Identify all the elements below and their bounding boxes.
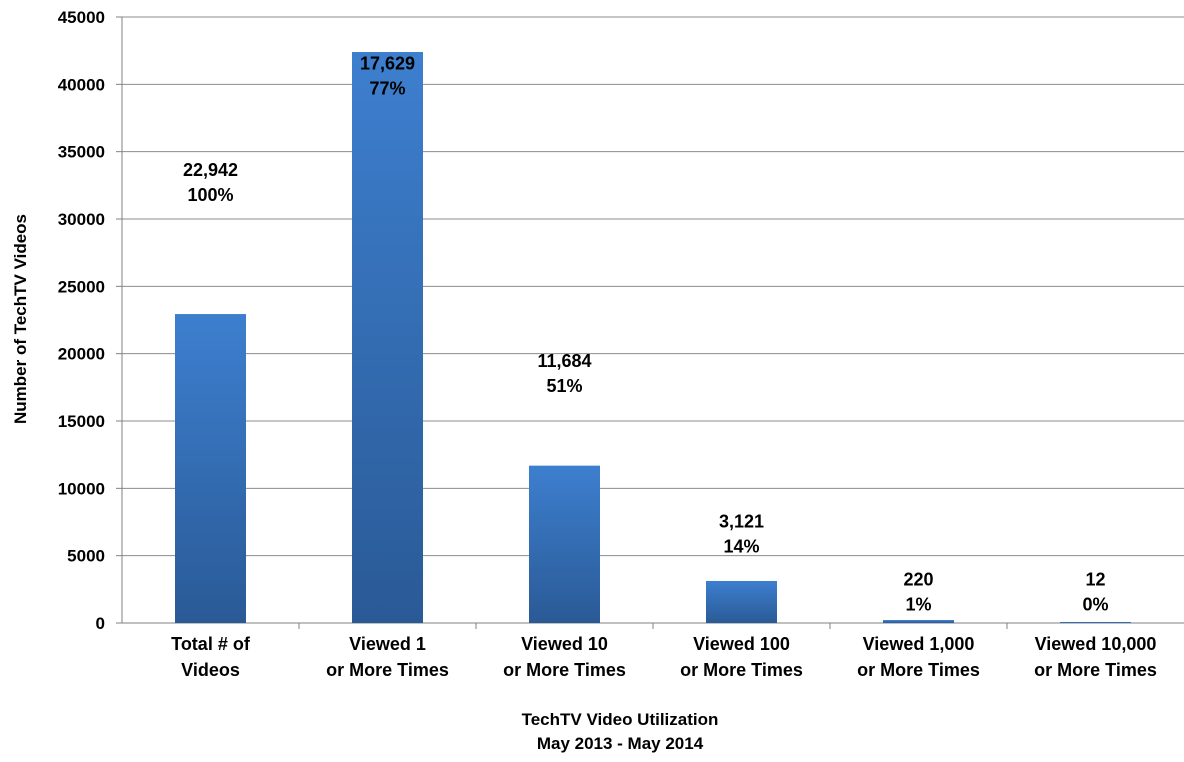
y-tick-label: 0 [96,614,105,633]
data-labels: 22,942 100% 17,629 77% 11,684 51% 3,121 14% 220 1… [183,54,1109,615]
data-label: 220 [903,569,933,589]
bar [352,52,423,624]
data-label: 12 [1085,569,1105,589]
bar [1060,622,1131,623]
data-label: 22,942 [183,160,238,180]
bar [175,314,246,623]
bar [706,580,777,623]
chart-title: TechTV Video Utilization May 2013 - May … [522,710,719,753]
y-tick-label: 30000 [58,210,105,229]
y-tick-labels: 0 5000 10000 15000 20000 25000 30000 35000 40000… [58,8,105,633]
y-tick-label: 35000 [58,143,105,162]
x-category-label: Videos [181,660,240,680]
data-label: 77% [369,79,405,99]
chart-title-line-1: TechTV Video Utilization [522,710,719,729]
y-tick-label: 45000 [58,8,105,27]
bars [175,52,1131,624]
y-tick-label: 5000 [67,547,105,566]
data-label: 17,629 [360,54,415,74]
chart-title-line-2: May 2013 - May 2014 [537,734,704,753]
x-category-label: Viewed 1,000 [863,634,975,654]
gridlines [122,16,1184,557]
x-category-label: Viewed 1 [349,634,426,654]
data-label: 14% [723,536,759,556]
data-label: 100% [187,185,233,205]
x-category-label: Viewed 10 [521,634,608,654]
y-tick-label: 25000 [58,277,105,296]
y-axis-title: Number of TechTV Videos [11,214,30,424]
x-category-label: or More Times [326,660,449,680]
x-category-label: or More Times [857,660,980,680]
y-tick-label: 40000 [58,75,105,94]
x-category-label: Viewed 10,000 [1035,634,1157,654]
y-tick-label: 10000 [58,479,105,498]
y-tick-label: 15000 [58,412,105,431]
x-category-label: Total # of [171,634,251,654]
y-tick-label: 20000 [58,345,105,364]
bar [529,465,600,623]
data-label: 1% [905,594,931,614]
data-label: 11,684 [537,351,591,371]
data-label: 3,121 [719,511,764,531]
x-category-label: or More Times [503,660,626,680]
x-category-label: Viewed 100 [693,634,790,654]
x-category-label: or More Times [1034,660,1157,680]
category-labels: Total # of Videos Viewed 1 or More Times Vie… [171,634,1157,680]
data-label: 0% [1082,594,1108,614]
data-label: 51% [546,376,582,396]
axes [116,16,1184,629]
x-category-label: or More Times [680,660,803,680]
bar [883,620,954,623]
